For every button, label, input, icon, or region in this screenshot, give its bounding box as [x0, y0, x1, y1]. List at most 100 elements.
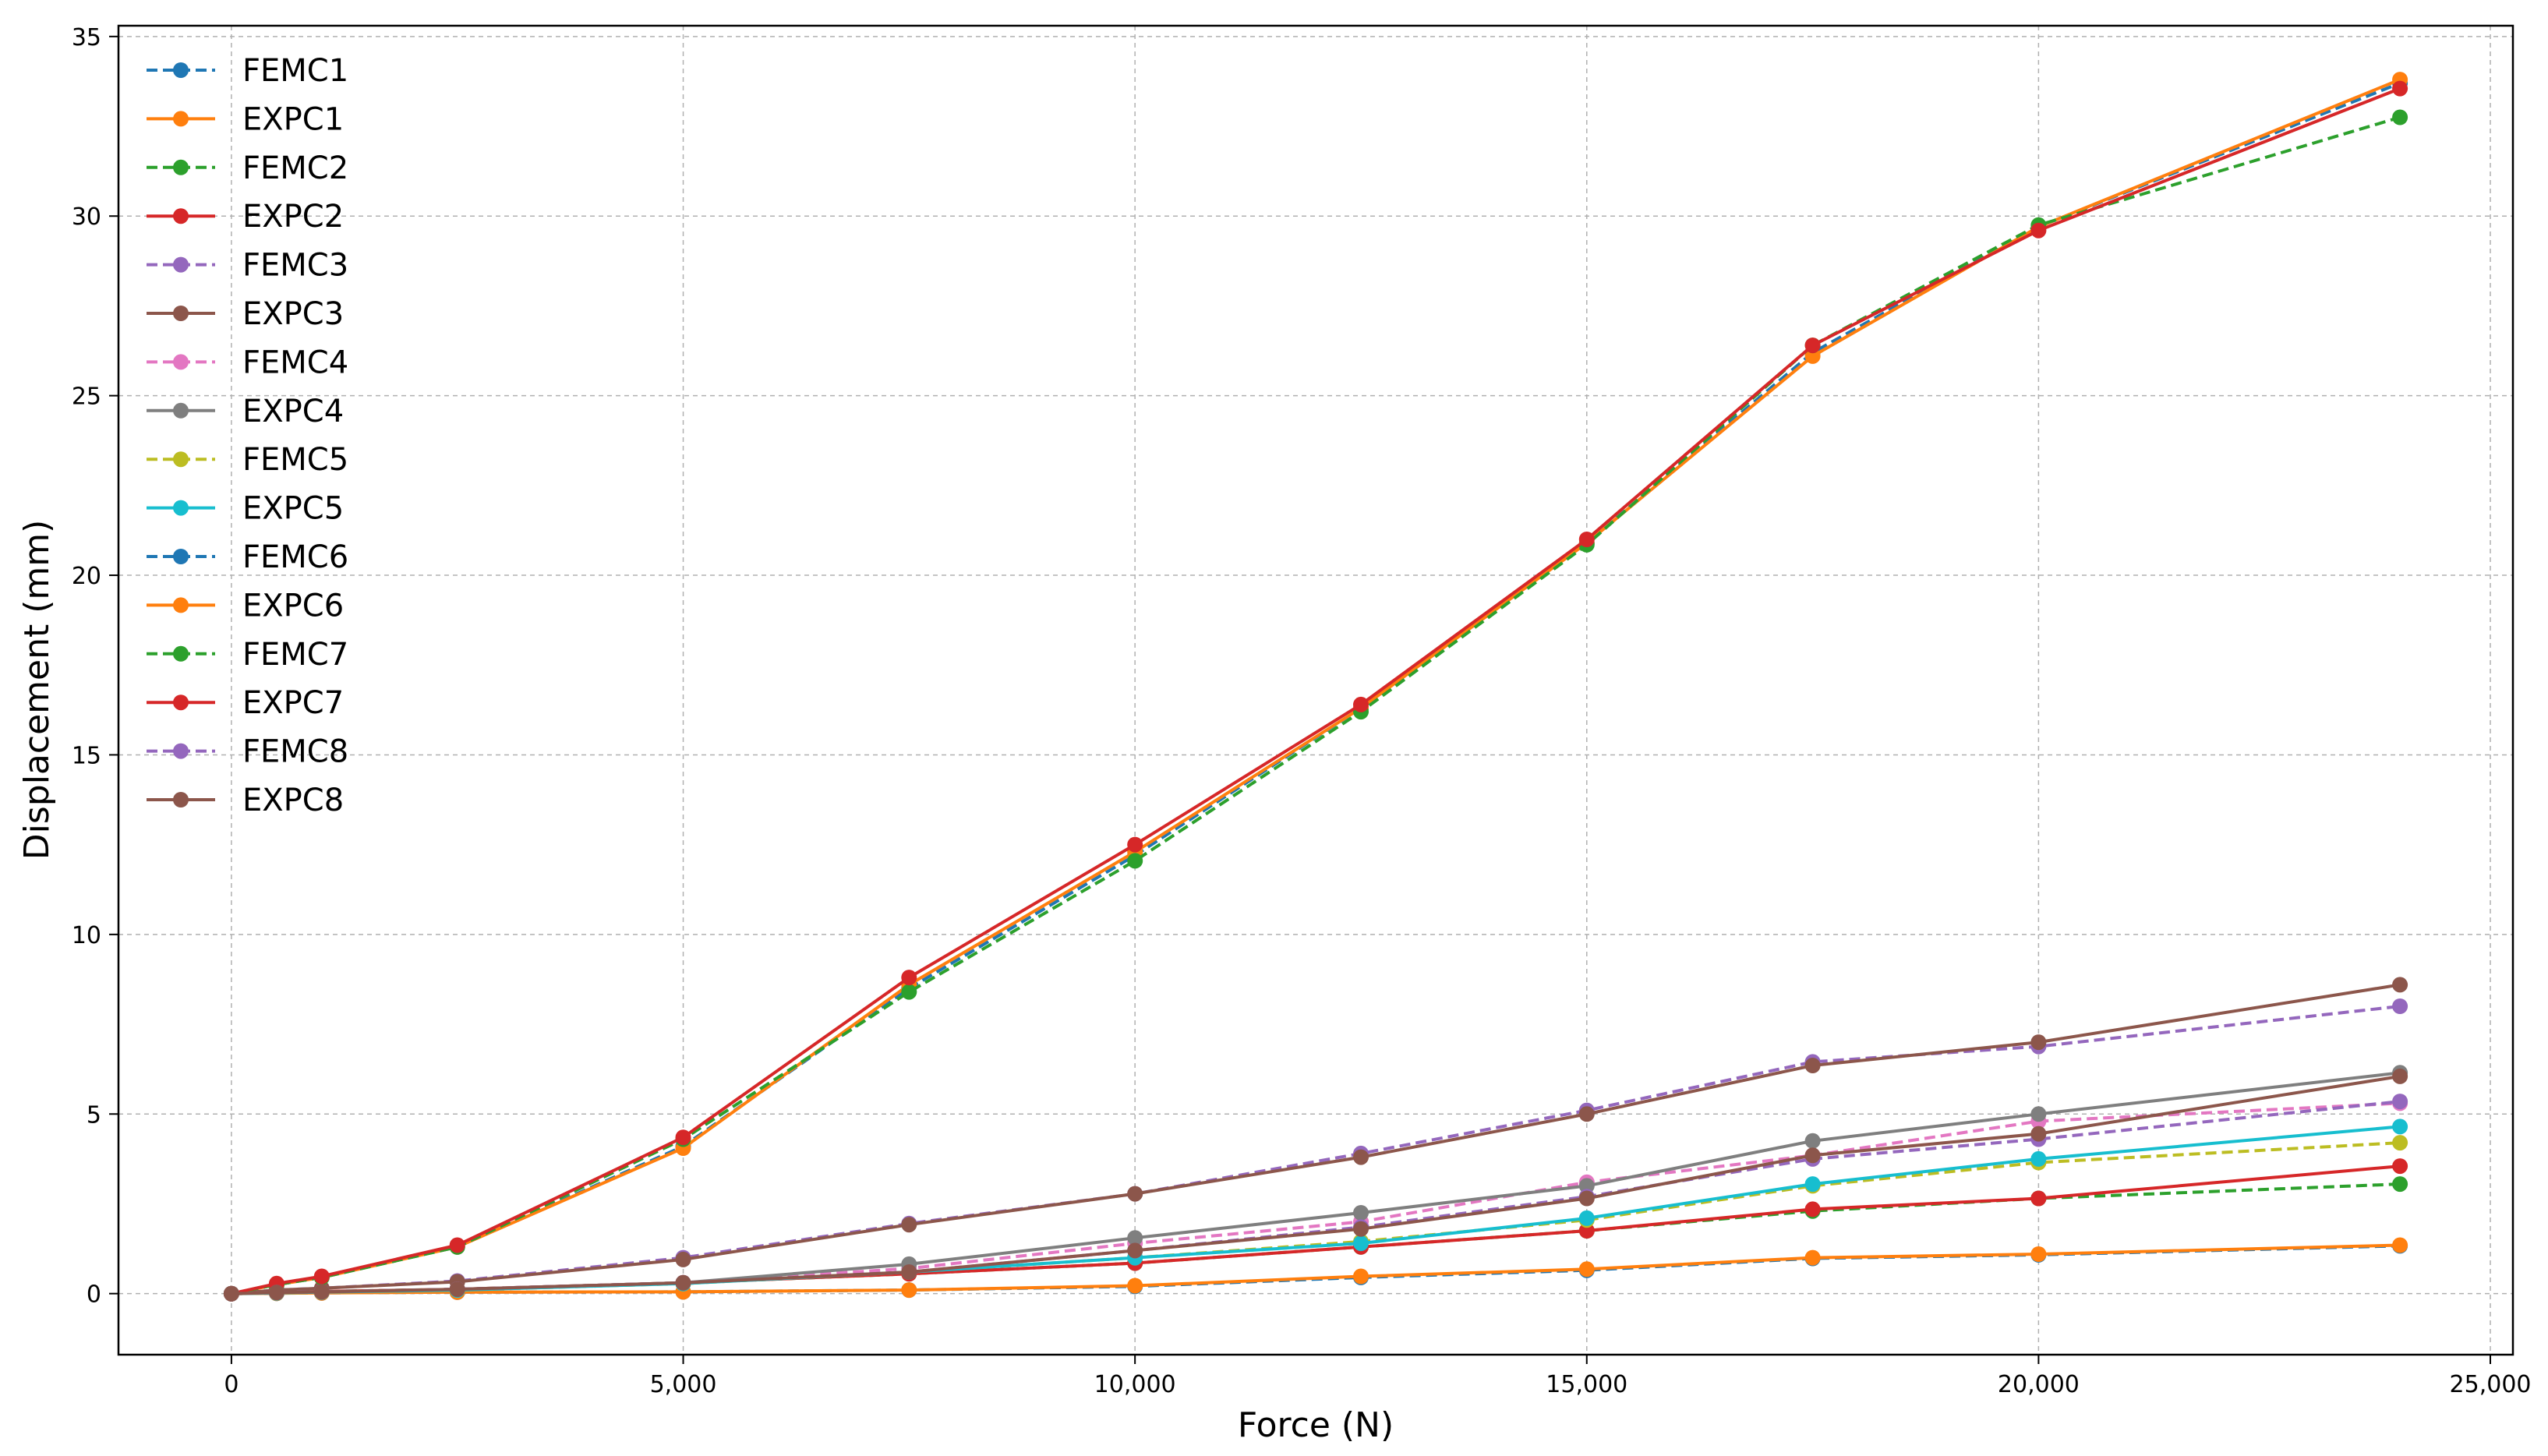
y-tick-label: 20	[72, 563, 101, 590]
x-tick-label: 15,000	[1546, 1371, 1627, 1398]
data-point	[1353, 1149, 1369, 1165]
data-point	[313, 1268, 330, 1285]
data-point	[2392, 1237, 2408, 1253]
data-point	[449, 1237, 465, 1253]
legend-marker	[173, 792, 189, 808]
data-point	[1353, 1235, 1369, 1252]
legend-item-expc1: EXPC1	[147, 101, 344, 137]
legend-label: EXPC1	[242, 101, 344, 137]
data-point	[1353, 1221, 1369, 1237]
legend-item-femc2: FEMC2	[147, 150, 348, 186]
data-point	[313, 1284, 330, 1300]
data-point	[1804, 348, 1821, 364]
legend-marker	[173, 743, 189, 759]
legend-item-femc4: FEMC4	[147, 345, 348, 380]
legend-item-femc6: FEMC6	[147, 539, 348, 575]
data-point	[2392, 1094, 2408, 1110]
data-point	[1353, 696, 1369, 712]
series-expc8	[223, 1068, 2408, 1302]
legend-marker	[173, 451, 189, 468]
data-point	[1127, 853, 1143, 869]
data-point	[901, 1217, 917, 1233]
legend-marker	[173, 645, 189, 662]
data-point	[2392, 109, 2408, 125]
legend-marker	[173, 549, 189, 564]
legend: FEMC1 EXPC1 FEMC2 EXPC2 FEMC3 EXPC3 FEMC4 EXPC4…	[147, 53, 348, 818]
data-point	[1804, 1201, 1821, 1217]
legend-item-femc8: FEMC8	[147, 734, 348, 770]
axis-ticks: 0 5,000 10,000 15,000 20,000 25,000 0 5 10 15 20 25…	[72, 24, 2532, 1398]
legend-marker	[173, 402, 189, 419]
legend-label: FEMC2	[242, 150, 348, 186]
x-axis-label: Force (N)	[1238, 1405, 1394, 1445]
legend-label: FEMC8	[242, 734, 348, 770]
legend-label: FEMC5	[242, 442, 348, 478]
legend-label: EXPC6	[242, 588, 344, 624]
data-point	[1578, 532, 1595, 547]
x-tick-label: 0	[224, 1371, 239, 1398]
data-point	[268, 1285, 284, 1301]
x-tick-label: 25,000	[2450, 1371, 2532, 1398]
data-point	[2030, 1246, 2047, 1262]
legend-label: FEMC7	[242, 637, 348, 673]
data-point	[901, 984, 917, 1000]
data-point	[675, 1274, 691, 1291]
data-point	[1578, 1106, 1595, 1122]
data-point	[2392, 1176, 2408, 1193]
legend-item-femc7: FEMC7	[147, 637, 348, 673]
legend-item-expc2: EXPC2	[147, 199, 344, 235]
plot-frame	[117, 24, 2514, 1356]
legend-label: EXPC7	[242, 685, 344, 721]
legend-marker	[173, 62, 189, 78]
legend-label: EXPC3	[242, 296, 344, 332]
y-tick-label: 5	[87, 1101, 101, 1129]
data-point	[2392, 998, 2408, 1014]
data-point	[1804, 1147, 1821, 1164]
legend-label: EXPC8	[242, 783, 344, 818]
data-point	[1578, 1261, 1595, 1278]
legend-marker	[173, 354, 189, 370]
series-group	[223, 72, 2408, 1302]
y-tick-label: 35	[72, 24, 101, 51]
data-point	[1578, 1190, 1595, 1207]
legend-marker	[173, 159, 189, 175]
legend-item-expc7: EXPC7	[147, 685, 344, 721]
data-point	[2030, 1106, 2047, 1122]
data-point	[2030, 222, 2047, 239]
legend-marker	[173, 694, 189, 711]
legend-label: FEMC4	[242, 345, 348, 380]
data-point	[2030, 1126, 2047, 1142]
legend-label: FEMC6	[242, 539, 348, 575]
data-point	[1804, 1176, 1821, 1193]
legend-item-expc4: EXPC4	[147, 394, 344, 429]
x-tick-label: 5,000	[650, 1371, 717, 1398]
data-point	[1804, 1058, 1821, 1073]
data-point	[2392, 1158, 2408, 1175]
data-point	[1578, 1178, 1595, 1194]
data-point	[1804, 1133, 1821, 1149]
y-tick-label: 15	[72, 742, 101, 769]
data-point	[2392, 1068, 2408, 1084]
data-point	[1353, 1268, 1369, 1285]
legend-label: EXPC4	[242, 394, 344, 429]
y-tick-label: 0	[87, 1281, 101, 1309]
legend-marker	[173, 256, 189, 273]
legend-item-expc6: EXPC6	[147, 588, 344, 624]
series-expc3	[223, 977, 2408, 1302]
data-point	[901, 1264, 917, 1280]
y-axis-label: Displacement (mm)	[17, 520, 57, 861]
data-point	[223, 1285, 239, 1302]
data-point	[449, 1281, 465, 1298]
data-point	[675, 1251, 691, 1267]
data-point	[1127, 1186, 1143, 1202]
x-tick-label: 10,000	[1094, 1371, 1176, 1398]
legend-marker	[173, 306, 189, 321]
data-point	[1804, 1249, 1821, 1266]
x-tick-label: 20,000	[1998, 1371, 2080, 1398]
data-point	[1578, 1223, 1595, 1239]
data-point	[901, 1282, 917, 1299]
data-point	[1578, 1210, 1595, 1226]
series-expc7	[223, 80, 2408, 1302]
